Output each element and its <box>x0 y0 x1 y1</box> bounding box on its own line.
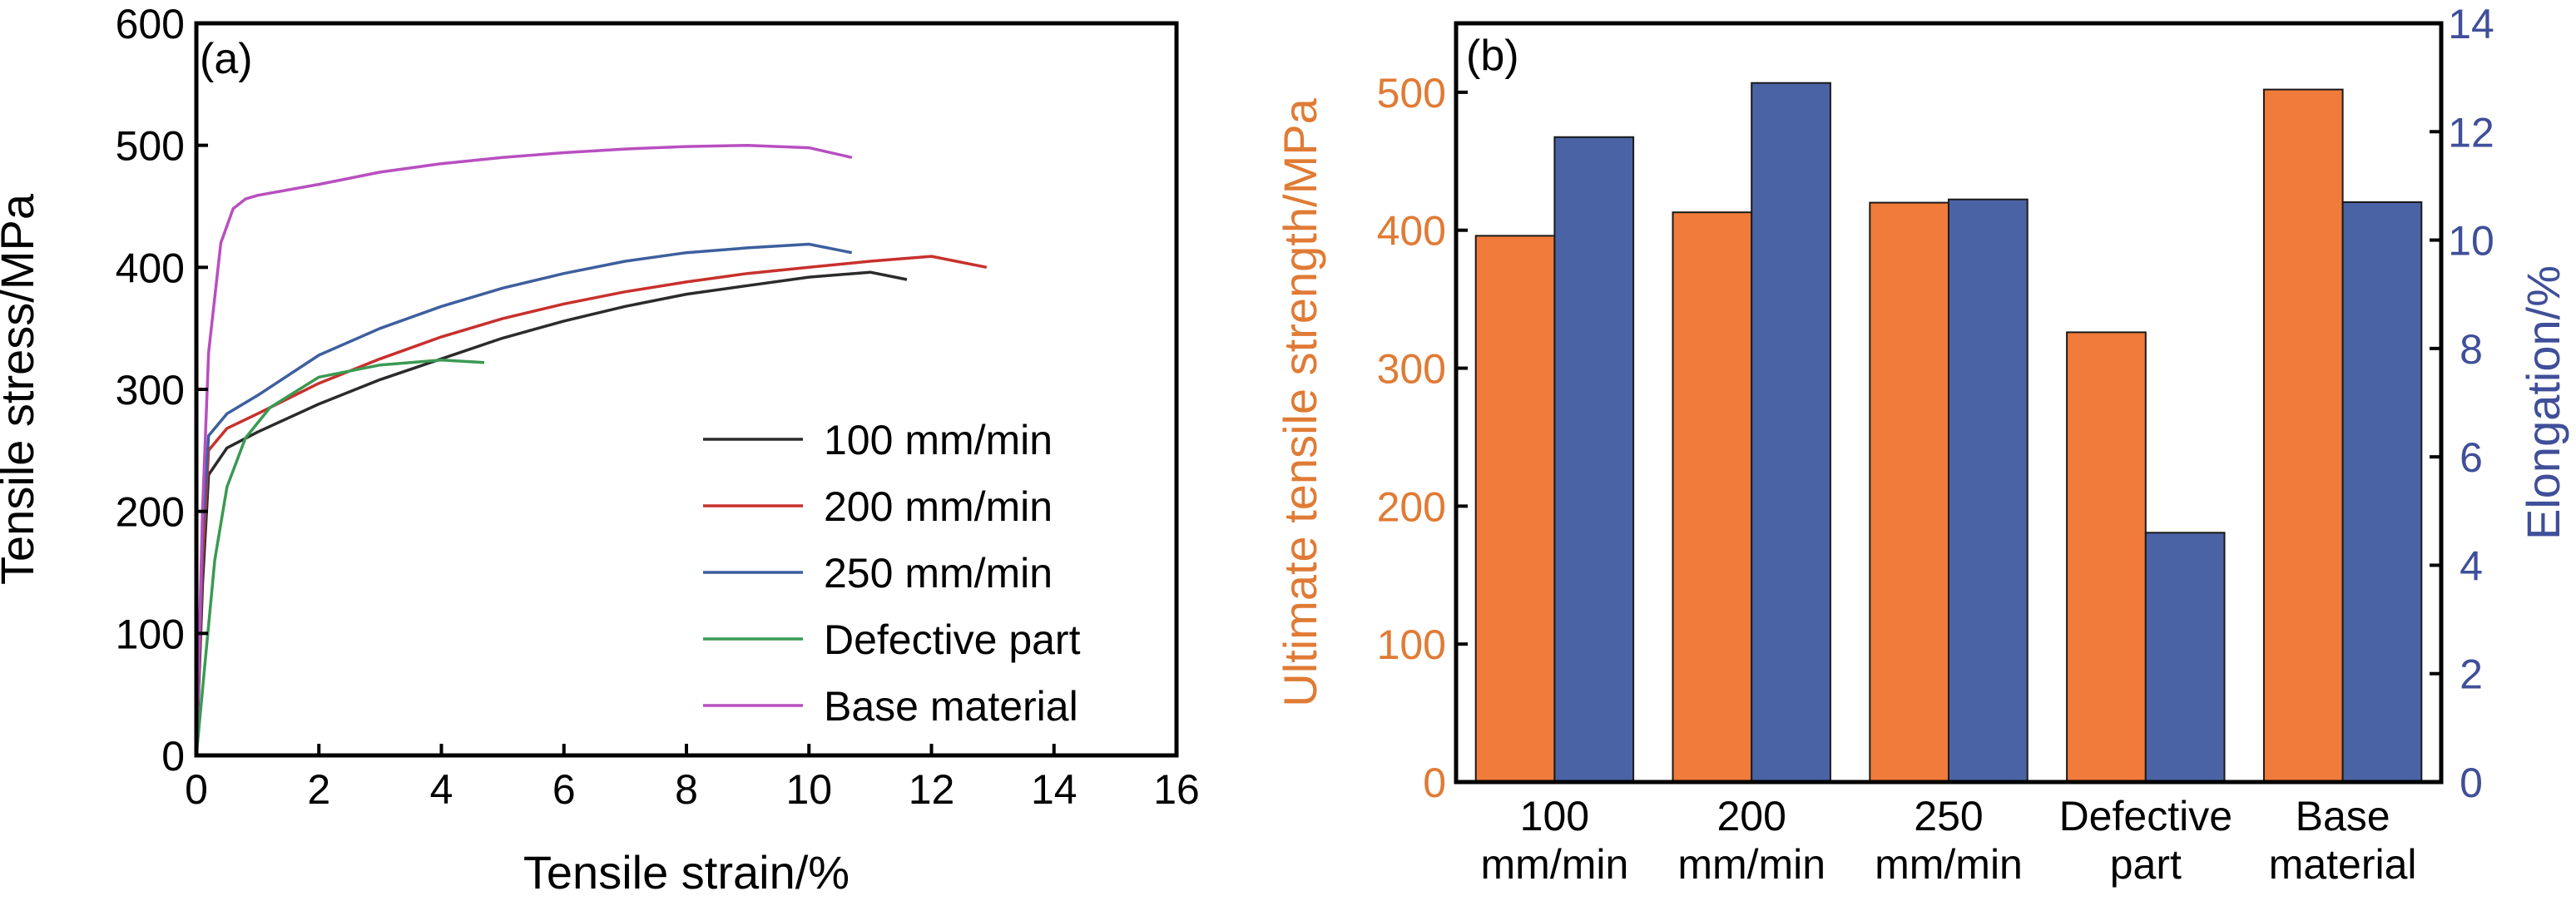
panel-a-series-line-4 <box>195 143 853 756</box>
panel-b-bar-strength-1 <box>1672 211 1753 783</box>
panel-a-series-line-2 <box>195 242 853 756</box>
panel-b-bar-elongation-3 <box>2144 532 2226 783</box>
panel-a-x-axis-label: Tensile strain/% <box>523 846 850 899</box>
panel-a-y-ticks: 0 100 200 300 400 500 600 <box>116 1 208 780</box>
panel-b-right-y-tick-label: 2 <box>2460 651 2483 698</box>
panel-b-bar-strength-0 <box>1474 235 1556 783</box>
panel-b-bar-elongation-2 <box>1948 198 2029 783</box>
panel-a-series-group <box>195 143 988 756</box>
panel-b-left-y-tick-label: 400 <box>1377 208 1446 255</box>
panel-b-category-labels: 100 mm/min 200 mm/min 250 mm/min Defective part… <box>1481 793 2417 888</box>
panel-b-bar-elongation-4 <box>2341 201 2423 783</box>
panel-b-bar-elongation-1 <box>1751 82 1831 783</box>
panel-b-right-y-axis-label: Elongation/% <box>2517 265 2569 540</box>
panel-b-category-label-0: 100 mm/min <box>1481 793 1629 888</box>
panel-a-y-tick-label: 300 <box>116 367 185 413</box>
panel-a-legend-label-0: 100 mm/min <box>824 417 1053 463</box>
panel-a-x-tick-label: 10 <box>785 766 832 813</box>
panel-b-right-y-tick-label: 14 <box>2448 1 2494 47</box>
panel-b-left-y-tick-label: 0 <box>1423 760 1446 806</box>
panel-a-y-tick-label: 400 <box>116 245 185 291</box>
panel-b-right-y-tick-label: 6 <box>2460 434 2483 481</box>
panel-a-y-tick-label: 600 <box>116 1 185 47</box>
panel-b-left-y-tick-label: 300 <box>1377 346 1446 393</box>
panel-a-y-tick-label: 200 <box>116 489 185 536</box>
panel-a-x-tick-label: 12 <box>909 766 955 813</box>
panel-a-x-tick-label: 16 <box>1153 766 1200 813</box>
panel-a-x-tick-label: 6 <box>552 766 576 813</box>
panel-a-x-tick-label: 4 <box>430 766 453 813</box>
panel-a-series-line-0 <box>195 270 908 756</box>
panel-a-y-axis-label: Tensile stress/MPa <box>0 193 43 585</box>
panel-b-bars-group <box>1474 82 2423 784</box>
panel-b-left-y-ticks: 0 100 200 300 400 500 <box>1377 70 1468 806</box>
panel-a-y-tick-label: 100 <box>116 611 185 657</box>
panel-b-bar-strength-2 <box>1869 201 1950 784</box>
panel-a-x-ticks: 0 2 4 6 8 10 12 14 16 <box>185 744 1200 813</box>
panel-a-x-tick-label: 2 <box>307 766 330 813</box>
panel-a-x-tick-label: 0 <box>185 766 208 813</box>
panel-b-right-y-tick-label: 0 <box>2460 760 2483 806</box>
panel-b-left-y-tick-label: 500 <box>1377 70 1446 116</box>
panel-a-tensile-curves: 0 2 4 6 8 10 12 14 16 0 100 200 300 400 500 600 (a) Te… <box>0 1 1200 899</box>
panel-a-legend: 100 mm/min 200 mm/min 250 mm/min Defective … <box>703 417 1081 730</box>
panel-a-series-line-3 <box>195 359 485 756</box>
panel-b-right-y-tick-label: 10 <box>2448 218 2494 265</box>
panel-b-right-y-tick-label: 4 <box>2460 542 2483 589</box>
panel-a-series-line-1 <box>195 255 988 756</box>
panel-b-right-y-tick-label: 8 <box>2460 326 2483 373</box>
panel-b-category-label-3: Defective part <box>2059 793 2232 888</box>
panel-b-category-label-2: 250 mm/min <box>1875 793 2023 888</box>
panel-b-left-y-tick-label: 100 <box>1377 621 1446 668</box>
panel-a-y-tick-label: 0 <box>161 733 185 780</box>
panel-b-bar-strength-3 <box>2066 331 2147 783</box>
panel-a-x-tick-label: 14 <box>1031 766 1077 813</box>
panel-b-left-y-tick-label: 200 <box>1377 483 1446 530</box>
panel-a-legend-label-4: Base material <box>824 683 1078 730</box>
panel-b-label: (b) <box>1466 32 1519 80</box>
panel-a-y-tick-label: 500 <box>116 123 185 170</box>
panel-b-bar-elongation-0 <box>1553 136 1635 784</box>
panel-b-right-y-tick-label: 12 <box>2448 109 2494 156</box>
panel-b-left-y-axis-label: Ultimate tensile strength/MPa <box>1274 97 1326 706</box>
panel-a-label: (a) <box>200 35 253 83</box>
panel-a-legend-label-2: 250 mm/min <box>824 550 1053 597</box>
panel-b-strength-elongation: 0 100 200 300 400 500 0 2 4 6 8 10 12 14 100 mm/min 20… <box>1274 1 2569 888</box>
panel-b-right-y-ticks: 0 2 4 6 8 10 12 14 <box>2430 1 2494 806</box>
panel-b-plot-frame <box>1454 21 2444 785</box>
panel-a-x-tick-label: 8 <box>675 766 698 813</box>
panel-b-category-label-1: 200 mm/min <box>1677 793 1825 888</box>
panel-b-bar-strength-4 <box>2262 88 2344 784</box>
panel-a-legend-label-1: 200 mm/min <box>824 483 1053 530</box>
panel-a-legend-label-3: Defective part <box>824 616 1081 663</box>
panel-b-category-label-4: Base material <box>2269 793 2417 888</box>
